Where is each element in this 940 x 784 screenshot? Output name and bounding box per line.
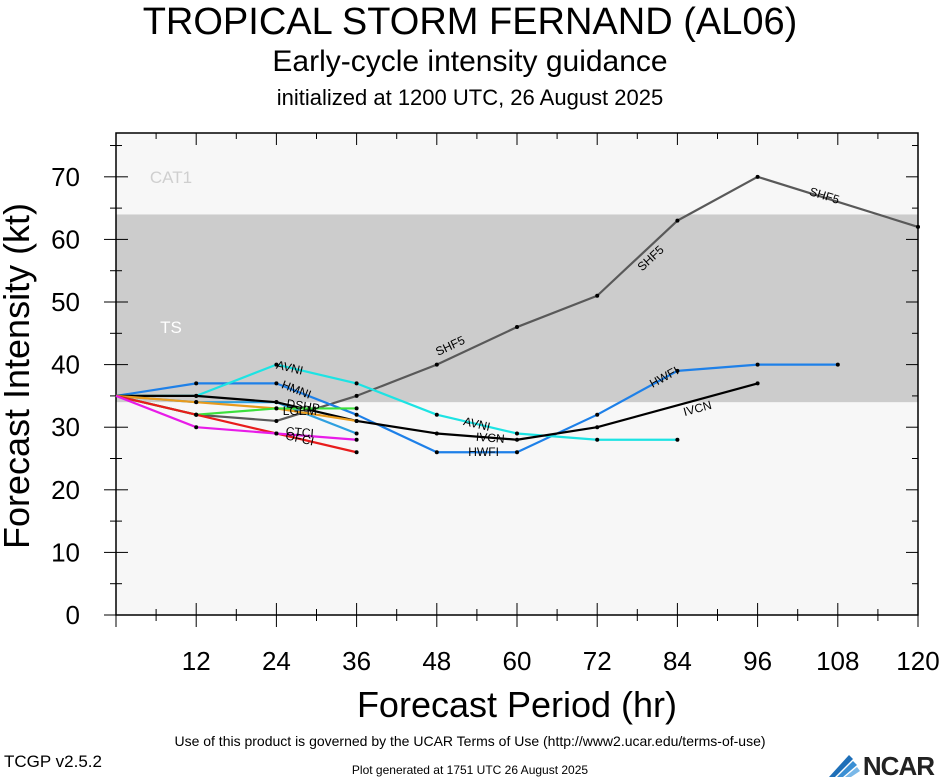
ncar-logo-icon	[827, 753, 861, 779]
data-point-hwfi	[274, 381, 279, 386]
intensity-chart: TS CAT1 12 24 36 48 60 72 84 96 108 120 0 10 20 30 40 50…	[0, 132, 940, 725]
data-point-hwfi	[595, 412, 600, 417]
data-point-shf5	[274, 418, 279, 423]
data-point-ofci	[194, 412, 199, 417]
data-point-ivcn	[515, 437, 519, 442]
y-tick-label: 20	[51, 475, 80, 505]
line-label-ofci: OFCI	[284, 428, 315, 448]
version-text: TCGP v2.5.2	[4, 752, 102, 771]
x-tick-label: 108	[816, 646, 859, 676]
x-tick-label: 12	[182, 646, 211, 676]
data-point-hwfi	[675, 368, 680, 373]
x-tick-label: 60	[503, 646, 532, 676]
y-tick-label: 50	[51, 287, 80, 317]
x-tick-label: 72	[583, 646, 612, 676]
y-tick-label: 0	[66, 600, 80, 630]
data-point-hwfi	[515, 450, 519, 455]
data-point-lgem	[354, 406, 359, 411]
line-label-ctci: CTCI	[285, 424, 314, 440]
data-point-shf5	[354, 393, 359, 398]
plot-generated-text: Plot generated at 1751 UTC 26 August 202…	[351, 763, 589, 777]
x-axis-label: Forecast Period (hr)	[357, 684, 677, 725]
data-point-shf5	[515, 325, 519, 330]
line-label-lgem: LGEM	[283, 404, 317, 418]
data-point-avni	[675, 437, 680, 442]
series-line-avni	[116, 363, 678, 441]
band-cat1	[116, 133, 918, 215]
band-label-ts: TS	[160, 318, 182, 337]
data-point-ctci	[274, 431, 279, 436]
data-point-ivcn	[595, 425, 600, 430]
y-tick-label: 60	[51, 224, 80, 254]
x-tick-label: 120	[896, 646, 939, 676]
line-label-hwfi: HWFI	[468, 445, 499, 459]
y-tick-label: 70	[51, 162, 80, 192]
data-point-hwfi	[434, 450, 439, 455]
series-line-ofci	[115, 394, 357, 454]
data-point-shf5	[755, 174, 760, 179]
data-point-avni	[515, 431, 519, 436]
series-line-shf5	[115, 175, 919, 423]
ncar-logo: NCAR	[827, 750, 935, 781]
data-point-ctci	[194, 425, 199, 430]
chart-initialized-time: initialized at 1200 UTC, 26 August 2025	[276, 85, 664, 110]
chart-subtitle: Early-cycle intensity guidance	[272, 45, 668, 78]
data-point-dshp	[194, 400, 199, 405]
data-point-shf5	[595, 293, 600, 298]
line-label-avni: AVNI	[462, 414, 492, 434]
data-point-ivcn	[434, 431, 439, 436]
y-tick-label: 10	[51, 537, 80, 567]
series-line-ivcn	[116, 382, 758, 441]
y-axis-label: Forecast Intensity (kt)	[0, 203, 37, 549]
data-point-avni	[274, 362, 279, 367]
line-label-avni: AVNI	[275, 358, 305, 378]
data-point-hwfi	[354, 412, 359, 417]
data-point-ofci	[354, 450, 359, 455]
ncar-logo-text: NCAR	[862, 750, 935, 781]
line-label-ivcn: IVCN	[475, 430, 505, 446]
band-label-cat1: CAT1	[150, 168, 192, 187]
y-tick-label: 40	[51, 350, 80, 380]
series-line-dshp	[115, 394, 357, 423]
data-point-ivcn	[755, 381, 760, 386]
line-label-dshp: DSHP	[286, 396, 321, 415]
x-tick-label: 24	[262, 646, 291, 676]
series-line-ctci	[115, 394, 357, 441]
data-point-ivcn	[274, 400, 279, 405]
terms-of-use-text: Use of this product is governed by the U…	[174, 733, 766, 749]
x-tick-label: 96	[743, 646, 772, 676]
data-point-avni	[595, 437, 600, 442]
data-point-hmni	[354, 431, 359, 436]
y-tick-label: 30	[51, 412, 80, 442]
data-point-avni	[354, 381, 359, 386]
chart-title: TROPICAL STORM FERNAND (AL06)	[142, 1, 798, 43]
data-point-hwfi	[755, 362, 760, 367]
x-tick-label: 48	[422, 646, 451, 676]
series-line-hwfi	[115, 363, 838, 454]
data-point-shf5	[916, 224, 920, 229]
data-point-hwfi	[194, 381, 199, 386]
data-point-shf5	[675, 218, 680, 223]
band-ts	[116, 214, 918, 403]
data-point-ivcn	[194, 393, 199, 398]
data-point-shf5	[434, 362, 439, 367]
x-tick-label: 36	[342, 646, 371, 676]
data-point-lgem	[274, 406, 279, 411]
data-point-avni	[434, 412, 439, 417]
data-point-hwfi	[835, 362, 840, 367]
data-point-ctci	[354, 437, 359, 442]
data-point-dshp	[354, 418, 359, 423]
x-tick-label: 84	[663, 646, 692, 676]
